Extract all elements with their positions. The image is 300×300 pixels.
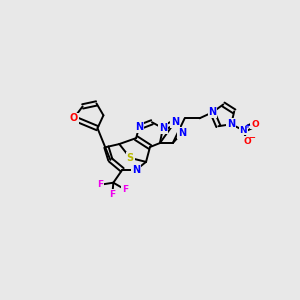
Text: N: N — [132, 165, 140, 175]
Text: O: O — [251, 120, 259, 129]
Text: O: O — [251, 120, 259, 129]
Text: S: S — [127, 153, 134, 163]
Text: N: N — [227, 119, 235, 129]
Text: N: N — [178, 128, 186, 138]
Text: F: F — [109, 190, 116, 199]
Text: O: O — [70, 113, 78, 123]
Text: N: N — [159, 123, 167, 133]
Text: N: N — [208, 107, 217, 117]
Text: O: O — [243, 136, 251, 146]
Text: N: N — [240, 126, 247, 135]
Text: +: + — [244, 123, 250, 129]
Text: N: N — [239, 126, 247, 135]
Text: N: N — [135, 122, 143, 132]
Text: −: − — [248, 133, 256, 142]
Text: F: F — [122, 185, 128, 194]
Text: N: N — [171, 117, 179, 127]
Text: F: F — [98, 180, 103, 189]
Text: O: O — [243, 136, 251, 146]
